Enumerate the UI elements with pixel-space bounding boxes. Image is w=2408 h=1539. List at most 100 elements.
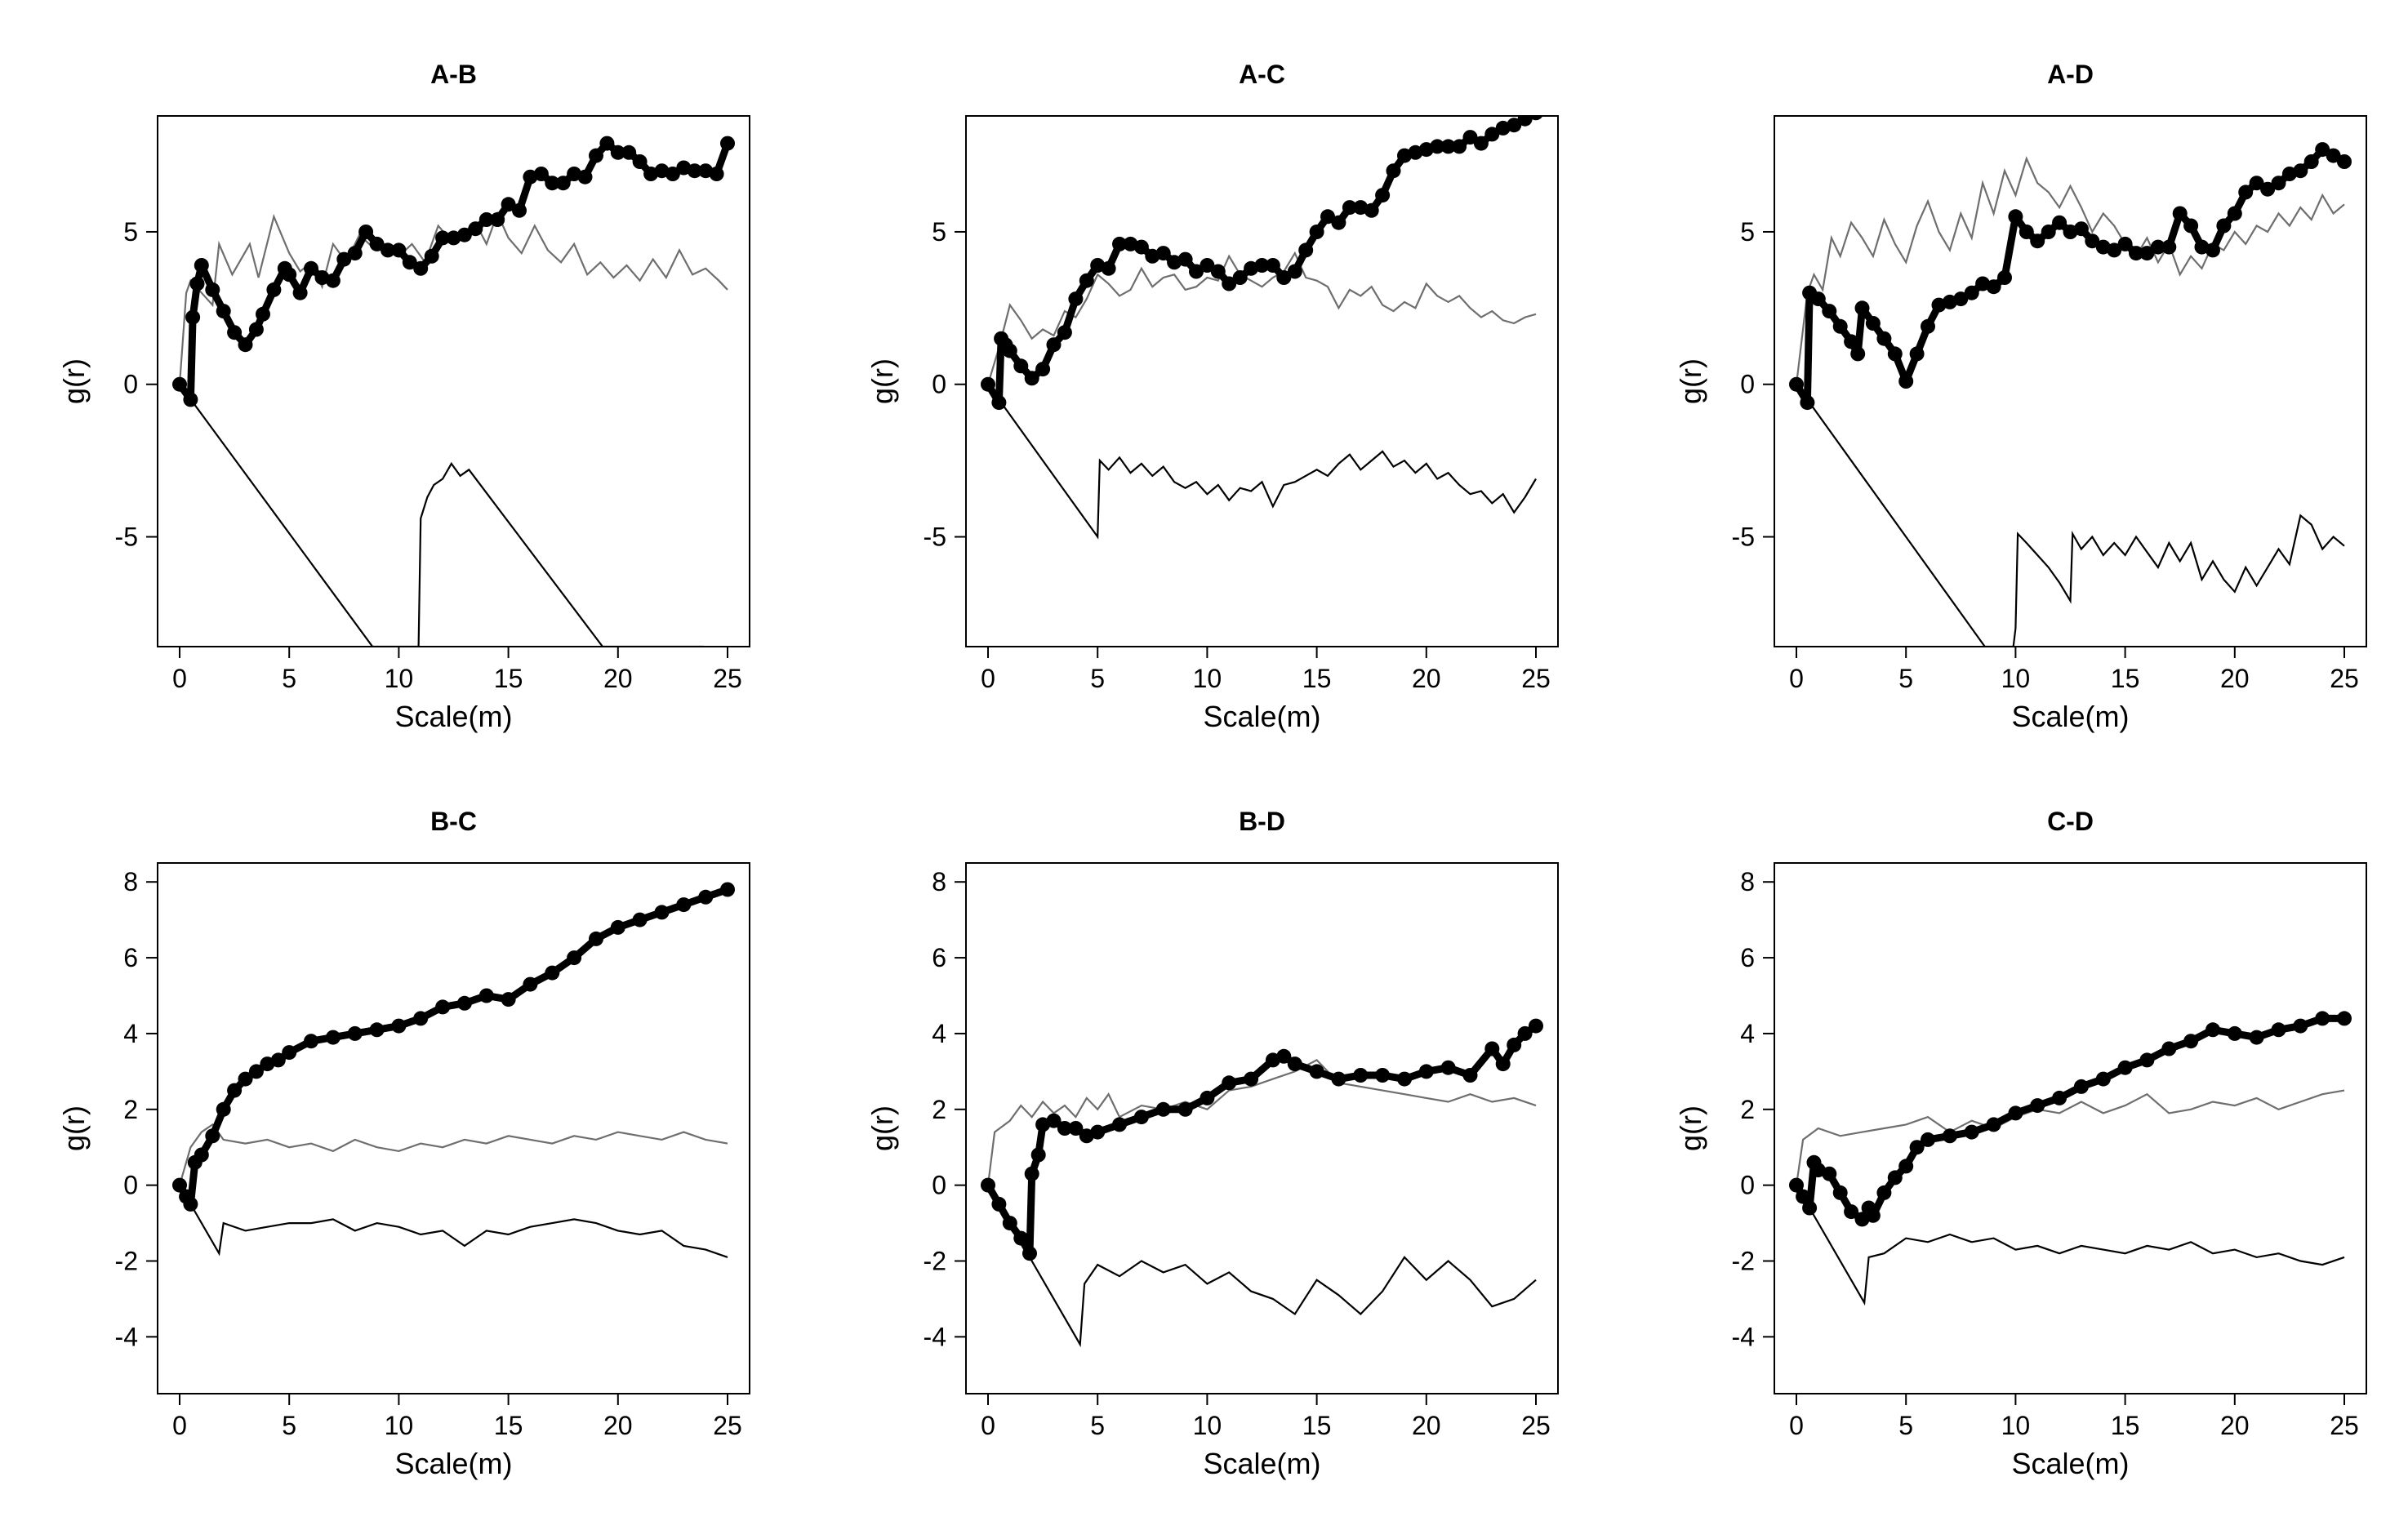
observed-point: [2161, 239, 2177, 255]
observed-point: [2293, 163, 2308, 179]
observed-point: [1529, 1018, 1543, 1034]
y-tick-label: 5: [123, 217, 138, 247]
y-tick-label: -5: [1732, 523, 1755, 552]
x-tick-label: 10: [2001, 664, 2031, 693]
y-tick-label: -4: [115, 1322, 138, 1351]
observed-point: [1876, 331, 1892, 346]
y-tick-label: 2: [1740, 1095, 1755, 1124]
upper-envelope-line: [986, 251, 1537, 385]
observed-line: [984, 116, 1538, 407]
observed-point: [2315, 1011, 2330, 1026]
x-tick-label: 0: [981, 1411, 995, 1440]
observed-point: [189, 276, 205, 291]
y-tick-label: 6: [123, 943, 138, 972]
observed-point: [1112, 1117, 1127, 1132]
observed-point: [435, 230, 451, 246]
x-tick-label: 0: [172, 664, 187, 693]
observed-point: [478, 988, 494, 1003]
observed-point: [1832, 318, 1848, 334]
x-tick-label: 20: [2220, 664, 2250, 693]
panel-a-d: A-D 0 5 10 15 20 25 -5 0 5 Scale(m) g(r): [1674, 60, 2367, 733]
observed-point: [227, 1083, 243, 1098]
y-axis-label: g(r): [57, 358, 91, 404]
y-tick-label: -4: [924, 1322, 946, 1351]
x-tick-label: 5: [1090, 1411, 1105, 1440]
observed-point: [1068, 1121, 1084, 1136]
observed-point: [347, 1025, 363, 1041]
plot-area: [172, 882, 735, 1258]
observed-point: [2052, 1090, 2067, 1105]
y-tick-label: 0: [1740, 1171, 1755, 1200]
lower-envelope-line: [179, 1185, 728, 1258]
observed-point: [1789, 376, 1804, 392]
observed-point: [1331, 215, 1346, 230]
observed-point: [413, 260, 429, 276]
observed-point: [2183, 218, 2199, 234]
chart-title: A-C: [1239, 60, 1285, 89]
observed-point: [2008, 1105, 2023, 1121]
observed-point: [256, 306, 270, 322]
observed-point: [1822, 304, 1837, 319]
observed-point: [545, 176, 560, 191]
observed-point: [1002, 343, 1017, 358]
observed-point: [501, 992, 516, 1007]
observed-point: [1789, 1177, 1804, 1193]
observed-point: [266, 282, 282, 297]
observed-point: [1276, 1048, 1292, 1064]
observed-point: [1810, 291, 1826, 307]
observed-point: [1013, 1230, 1029, 1246]
observed-line: [176, 886, 732, 1208]
y-tick-label: -4: [1732, 1322, 1755, 1351]
observed-point: [1013, 358, 1029, 374]
x-tick-label: 15: [2111, 664, 2140, 693]
observed-point: [545, 965, 560, 981]
observed-point: [1222, 276, 1237, 291]
observed-point: [1133, 239, 1149, 255]
observed-point: [720, 882, 735, 897]
y-tick-label: 4: [932, 1019, 946, 1048]
observed-point: [1529, 116, 1543, 121]
observed-point: [2183, 1034, 2199, 1049]
observed-point: [1844, 334, 1859, 349]
observed-point: [1002, 1216, 1017, 1231]
observed-point: [2019, 225, 2034, 239]
chart-title: B-D: [1239, 807, 1285, 836]
observed-point: [1112, 236, 1127, 251]
x-tick-label: 10: [1193, 1411, 1222, 1440]
y-tick-label: 0: [123, 1171, 138, 1200]
observed-point: [1887, 1170, 1903, 1185]
x-tick-label: 5: [1898, 1411, 1913, 1440]
observed-point: [610, 919, 625, 935]
observed-point: [1035, 362, 1051, 377]
plot-area: [1789, 142, 2352, 647]
observed-point: [2161, 1041, 2177, 1056]
observed-point: [1964, 285, 1979, 300]
observed-point: [1942, 1128, 1957, 1144]
observed-point: [1046, 1113, 1062, 1128]
observed-point: [435, 999, 451, 1015]
x-axis-label: Scale(m): [394, 1447, 512, 1480]
observed-point: [2117, 236, 2133, 251]
y-axis-label: g(r): [57, 1105, 91, 1151]
observed-point: [1800, 395, 1815, 411]
observed-point: [1200, 1090, 1215, 1105]
observed-series: [1789, 1011, 2352, 1227]
chart-title: A-B: [430, 60, 477, 89]
observed-point: [1244, 1071, 1259, 1087]
plot-frame: [157, 862, 750, 1394]
x-tick-label: 20: [1412, 664, 1441, 693]
observed-point: [632, 912, 648, 927]
observed-point: [402, 255, 417, 270]
lower-envelope-line: [987, 1185, 1537, 1348]
observed-point: [369, 1022, 385, 1038]
observed-point: [2139, 246, 2155, 261]
observed-point: [1975, 276, 1991, 291]
observed-point: [1909, 1140, 1925, 1155]
x-tick-label: 0: [172, 1411, 187, 1440]
observed-point: [1375, 1068, 1391, 1083]
observed-point: [172, 376, 187, 392]
observed-point: [632, 154, 648, 169]
chart-title: A-D: [2047, 60, 2094, 89]
observed-point: [1440, 139, 1456, 154]
y-tick-label: 8: [932, 867, 946, 896]
